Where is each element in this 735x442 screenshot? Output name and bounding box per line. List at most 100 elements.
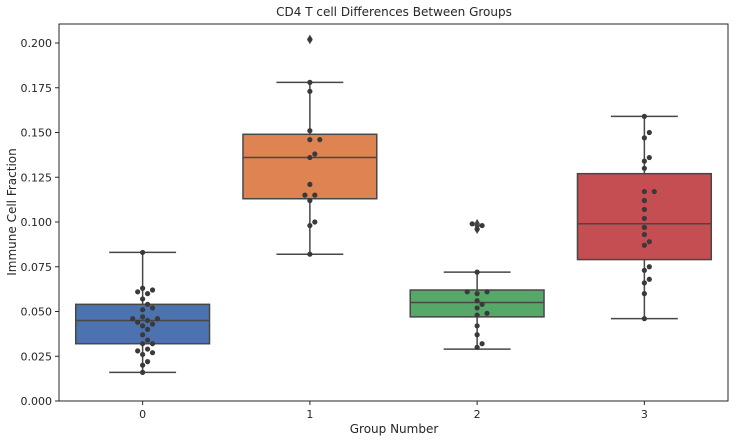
data-point [140,332,146,338]
boxes-layer [74,34,713,374]
data-point [307,197,313,204]
data-point [479,341,485,347]
data-point [307,222,313,229]
chart-title: CD4 T cell Differences Between Groups [276,5,512,19]
data-point [144,301,151,307]
data-point [641,113,647,119]
y-tick-label: 0.075 [21,261,53,274]
data-point [149,305,156,311]
data-point [307,88,313,94]
data-point [144,359,151,365]
data-point [474,344,480,350]
x-tick-label: 2 [474,408,481,421]
data-point [307,36,313,43]
data-point [479,301,485,307]
data-point [641,206,647,213]
data-point [154,316,161,322]
data-point [646,276,652,282]
data-point [307,181,313,188]
data-point [307,128,313,134]
data-point [144,291,151,297]
plot-frame [58,23,729,402]
data-point [474,323,480,329]
box-iqr [242,133,378,200]
data-point [641,316,647,322]
data-point [135,289,141,295]
data-point [312,192,318,198]
data-point [140,369,146,375]
data-point [144,326,151,332]
data-point [140,296,146,302]
data-point [641,197,647,204]
data-point [641,242,647,248]
y-tick-label: 0.025 [21,350,53,363]
data-point [144,346,151,352]
y-tick-label: 0.125 [21,171,53,184]
data-point [646,264,652,270]
x-axis-label: Group Number [350,422,439,436]
data-point [474,226,480,232]
data-point [140,314,146,320]
data-point [149,350,156,356]
data-point [312,219,318,225]
box-iqr [409,289,545,318]
data-point [469,221,475,227]
x-tick-label: 3 [641,408,648,421]
box-group-1 [242,34,378,255]
data-point [474,312,480,318]
data-point [474,305,480,311]
data-point [479,222,485,229]
data-point [135,319,141,325]
x-tick-label: 1 [306,408,313,421]
data-point [149,287,156,293]
data-point [307,79,313,85]
data-point [641,280,647,286]
data-point [144,337,151,343]
data-point [641,231,647,238]
data-point [474,298,480,304]
y-tick-label: 0.150 [21,127,53,140]
y-tick-label: 0.100 [21,216,53,229]
data-point [140,285,146,291]
y-tick-label: 0.000 [21,395,53,408]
data-point [641,188,647,195]
data-point [130,316,136,322]
data-point [651,188,657,195]
data-point [135,348,141,354]
data-point [464,289,470,295]
x-tick-label: 0 [139,408,146,421]
data-point [307,154,313,161]
y-axis: 0.000 0.025 0.050 0.075 0.100 0.125 0.150 0.175… [21,37,59,408]
data-point [484,289,490,295]
data-point [140,249,146,256]
data-point [149,321,156,327]
data-point [641,291,647,297]
data-point [641,158,647,164]
data-point [641,267,647,273]
data-point [646,239,652,245]
data-point [140,362,146,368]
data-point [641,135,647,141]
box-group-2 [409,218,545,350]
data-point [646,129,652,136]
data-point [474,332,480,338]
data-point [140,351,146,358]
data-point [641,224,647,230]
data-point [140,307,146,313]
data-point [312,151,318,157]
data-point [302,192,308,198]
x-axis: 0 1 2 3 [139,401,648,421]
data-point [307,137,313,143]
data-point [641,165,647,171]
points-layer [130,36,657,375]
data-point [144,317,151,324]
data-point [641,215,647,222]
data-point [317,137,323,143]
data-point [307,251,313,257]
y-tick-label: 0.175 [21,82,53,95]
y-tick-label: 0.050 [21,306,53,319]
data-point [140,341,146,347]
data-point [484,310,490,316]
y-tick-label: 0.200 [21,37,53,50]
